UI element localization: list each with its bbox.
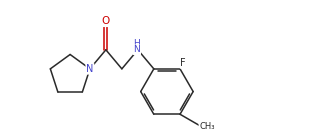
Text: N: N [86,64,94,74]
Text: H: H [134,39,140,48]
Text: CH₃: CH₃ [199,122,215,131]
Text: F: F [180,58,186,68]
Text: N: N [134,45,140,54]
Text: O: O [102,16,110,26]
